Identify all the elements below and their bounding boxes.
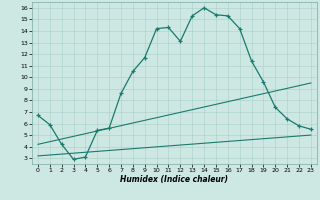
X-axis label: Humidex (Indice chaleur): Humidex (Indice chaleur) [120, 175, 228, 184]
